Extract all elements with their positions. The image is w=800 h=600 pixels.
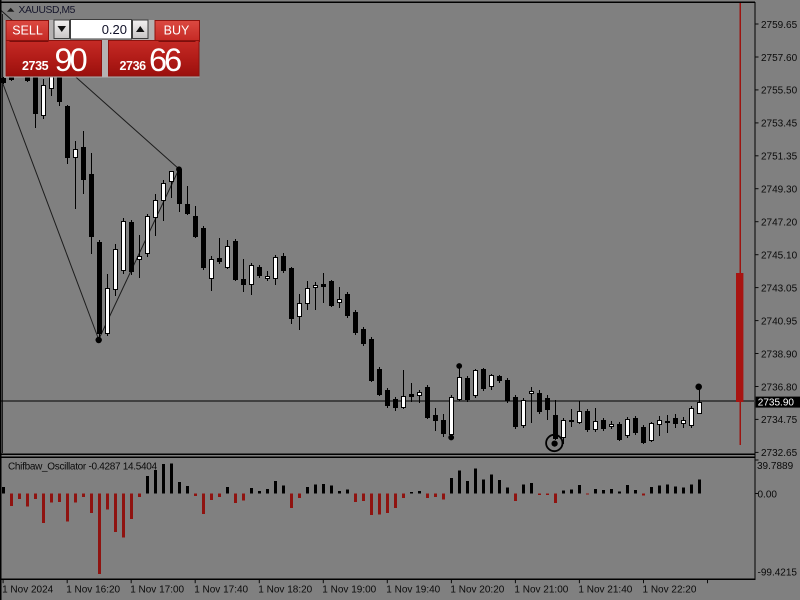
svg-text:1 Nov 22:20: 1 Nov 22:20 [643,585,697,596]
svg-text:XAUUSD,M5: XAUUSD,M5 [19,5,76,16]
svg-text:2743.05: 2743.05 [761,283,798,294]
svg-text:2745.10: 2745.10 [761,251,798,262]
svg-text:2734.75: 2734.75 [761,415,798,426]
svg-text:2751.35: 2751.35 [761,152,798,163]
svg-text:2735.90: 2735.90 [758,398,795,409]
svg-text:2738.90: 2738.90 [761,349,798,360]
svg-text:0.00: 0.00 [758,489,778,500]
svg-text:1 Nov 21:40: 1 Nov 21:40 [578,585,632,596]
svg-text:2736: 2736 [120,59,147,73]
svg-text:2755.50: 2755.50 [761,86,798,97]
svg-text:2740.95: 2740.95 [761,316,798,327]
svg-text:2735: 2735 [22,59,49,73]
svg-text:1 Nov 19:00: 1 Nov 19:00 [322,585,376,596]
svg-text:1 Nov 2024: 1 Nov 2024 [2,585,54,596]
svg-text:-99.4215: -99.4215 [758,567,798,578]
svg-text:Chifbaw_Oscillator -0.4287 14.: Chifbaw_Oscillator -0.4287 14.5404 [8,462,158,473]
svg-text:2736.80: 2736.80 [761,382,798,393]
svg-text:2757.60: 2757.60 [761,53,798,64]
svg-text:1 Nov 19:40: 1 Nov 19:40 [386,585,440,596]
svg-text:1 Nov 17:40: 1 Nov 17:40 [194,585,248,596]
svg-text:2759.65: 2759.65 [761,20,798,31]
svg-text:90: 90 [55,42,87,78]
svg-text:SELL: SELL [12,24,43,38]
svg-text:39.7889: 39.7889 [757,461,794,472]
svg-text:2747.20: 2747.20 [761,218,798,229]
svg-text:1 Nov 17:00: 1 Nov 17:00 [130,585,184,596]
svg-text:1 Nov 21:00: 1 Nov 21:00 [514,585,568,596]
svg-text:0.20: 0.20 [102,22,127,37]
svg-text:BUY: BUY [164,24,190,38]
svg-text:2753.45: 2753.45 [761,119,798,130]
svg-text:2749.30: 2749.30 [761,185,798,196]
svg-text:1 Nov 20:20: 1 Nov 20:20 [450,585,504,596]
svg-text:1 Nov 18:20: 1 Nov 18:20 [258,585,312,596]
svg-text:66: 66 [149,42,181,78]
svg-text:2732.65: 2732.65 [761,448,798,459]
svg-text:1 Nov 16:20: 1 Nov 16:20 [66,585,120,596]
